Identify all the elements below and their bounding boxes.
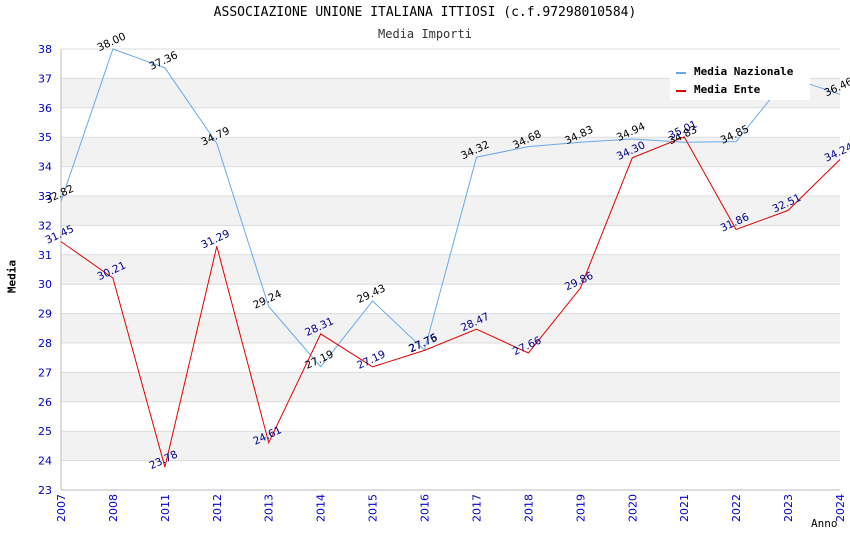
y-tick-label: 27 (38, 366, 52, 379)
y-tick-label: 34 (38, 161, 52, 174)
legend: Media Nazionale Media Ente (670, 60, 810, 100)
y-tick-label: 23 (38, 484, 52, 497)
chart-subtitle: Media Importi (378, 27, 472, 41)
chart-title: ASSOCIAZIONE UNIONE ITALIANA ITTIOSI (c.… (213, 5, 637, 20)
grid-band (61, 196, 840, 226)
x-tick-label: 2023 (782, 494, 795, 522)
y-tick-label: 31 (38, 249, 52, 262)
x-tick-label: 2013 (263, 494, 276, 522)
x-tick-label: 2017 (470, 494, 483, 522)
x-tick-label: 2016 (419, 494, 432, 522)
x-tick-label: 2020 (626, 494, 639, 522)
data-label: 29.24 (251, 288, 284, 312)
y-tick-label: 37 (38, 72, 52, 85)
series-line-media-nazionale (60, 48, 841, 368)
grid-band (61, 431, 840, 461)
legend-swatch-nazionale (676, 72, 686, 74)
data-label: 37.36 (147, 49, 180, 73)
x-tick-label: 2012 (211, 494, 224, 522)
y-tick-label: 30 (38, 278, 52, 291)
legend-swatch-ente (676, 90, 686, 92)
grid-band (61, 254, 840, 285)
data-label: 31.29 (199, 228, 231, 252)
data-label: 38.00 (96, 30, 128, 54)
y-tick-label: 36 (38, 102, 52, 115)
x-tick-label: 2022 (730, 494, 743, 522)
x-tick-label: 2021 (678, 494, 691, 522)
x-tick-label: 2011 (159, 494, 172, 522)
x-tick-label: 2007 (55, 494, 68, 522)
x-tick-label: 2019 (574, 494, 587, 522)
x-tick-label: 2015 (367, 494, 380, 522)
y-tick-label: 28 (38, 337, 52, 350)
legend-label-nazionale: Media Nazionale (694, 65, 794, 78)
grid-band (61, 313, 840, 343)
y-tick-label: 32 (38, 219, 52, 232)
y-tick-label: 33 (38, 190, 52, 203)
y-tick-label: 29 (38, 308, 52, 321)
grid-band (61, 372, 840, 402)
y-tick-label: 26 (38, 396, 52, 409)
data-label: 27.19 (355, 348, 387, 372)
y-tick-label: 25 (38, 425, 52, 438)
x-axis-label: Anno (811, 517, 838, 530)
x-tick-label: 2014 (315, 494, 328, 522)
series-line-media-ente (60, 136, 841, 468)
y-tick-label: 35 (38, 131, 52, 144)
x-tick-label: 2018 (522, 494, 535, 522)
x-tick-label: 2024 (834, 494, 847, 522)
legend-label-ente: Media Ente (694, 83, 761, 96)
y-tick-label: 24 (38, 455, 52, 468)
y-tick-label: 38 (38, 43, 52, 56)
x-tick-label: 2008 (107, 494, 120, 522)
